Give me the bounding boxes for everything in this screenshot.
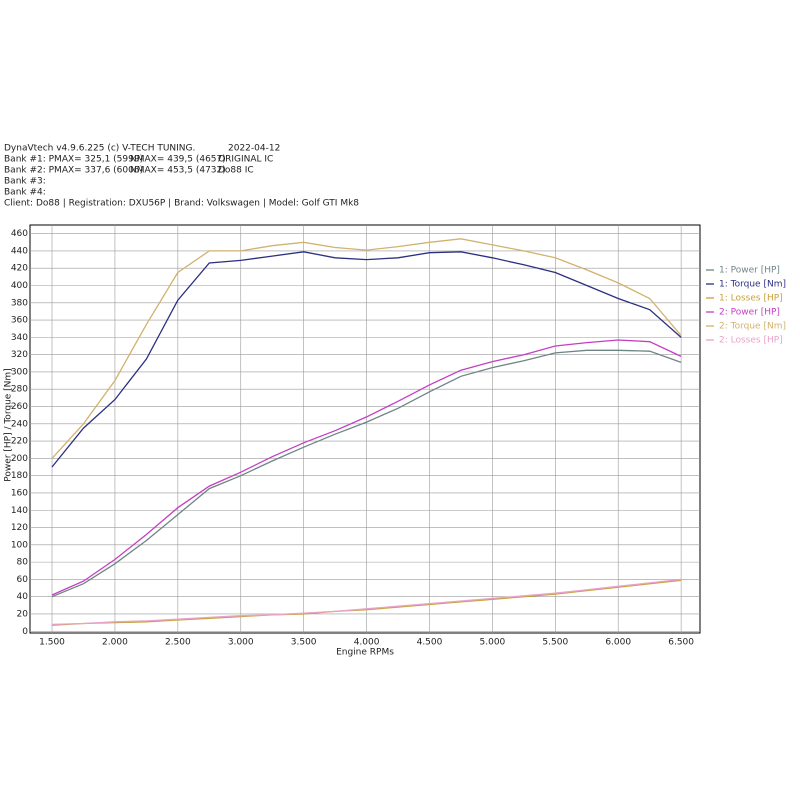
y-tick-label: 20: [17, 609, 29, 619]
y-tick-label: 220: [11, 437, 28, 447]
program-line: DynaVtech v4.9.6.225 (c) V-TECH TUNING.: [4, 144, 195, 154]
x-axis-label: Engine RPMs: [336, 648, 394, 658]
x-tick-label: 4.500: [417, 638, 443, 648]
bank-info: Bank #4:: [4, 188, 46, 198]
series-line: [51, 251, 682, 468]
legend-entry: 1: Torque [Nm]: [719, 280, 786, 290]
y-tick-label: 140: [11, 506, 28, 516]
y-tick-label: 40: [17, 592, 29, 602]
y-tick-label: 100: [11, 540, 28, 550]
y-tick-label: 80: [17, 558, 29, 568]
legend-entry: 2: Power [HP]: [719, 308, 780, 318]
x-tick-label: 4.000: [354, 638, 380, 648]
client-line: Client: Do88 | Registration: DXU56P | Br…: [4, 199, 359, 209]
series-line: [51, 238, 682, 459]
y-tick-label: 60: [17, 575, 29, 585]
bank-info: ORIGINAL IC: [218, 155, 273, 165]
y-tick-label: 320: [11, 350, 28, 360]
y-tick-label: 440: [11, 246, 28, 256]
x-tick-label: 2.000: [102, 638, 128, 648]
bank-info: Bank #3:: [4, 177, 46, 187]
bank-info: Bank #1: PMAX= 325,1 (5999): [4, 155, 143, 165]
y-tick-label: 380: [11, 298, 28, 308]
y-tick-label: 280: [11, 385, 28, 395]
x-tick-label: 1.500: [39, 638, 65, 648]
series-line: [51, 349, 682, 598]
y-axis-label: Power [HP] / Torque [Nm]: [4, 368, 14, 481]
y-tick-label: 180: [11, 471, 28, 481]
x-tick-label: 3.500: [291, 638, 317, 648]
y-tick-label: 360: [11, 316, 28, 326]
legend-entry: 1: Power [HP]: [719, 266, 780, 276]
x-tick-label: 2.500: [165, 638, 191, 648]
x-tick-label: 5.500: [542, 638, 568, 648]
bank-info: NMAX= 453,5 (4732): [130, 166, 226, 176]
bank-info: Do88 IC: [218, 166, 254, 176]
y-tick-label: 260: [11, 402, 28, 412]
y-tick-label: 0: [22, 627, 28, 637]
y-tick-label: 120: [11, 523, 28, 533]
legend-entry: 1: Losses [HP]: [719, 294, 783, 304]
x-tick-label: 3.000: [228, 638, 254, 648]
legend-entry: 2: Torque [Nm]: [719, 322, 786, 332]
y-tick-label: 200: [11, 454, 28, 464]
y-tick-label: 240: [11, 419, 28, 429]
y-tick-label: 340: [11, 333, 28, 343]
y-tick-label: 160: [11, 488, 28, 498]
plot-area: [29, 224, 701, 634]
bank-info: Bank #2: PMAX= 337,6 (6006): [4, 166, 143, 176]
x-tick-label: 6.500: [668, 638, 694, 648]
y-tick-label: 300: [11, 367, 28, 377]
series-line: [51, 578, 682, 626]
x-tick-label: 5.000: [480, 638, 506, 648]
bank-info: NMAX= 439,5 (4657): [130, 155, 226, 165]
x-tick-label: 6.000: [605, 638, 631, 648]
y-tick-label: 420: [11, 264, 28, 274]
legend-entry: 2: Losses [HP]: [719, 336, 783, 346]
y-tick-label: 460: [11, 229, 28, 239]
series-line: [51, 339, 682, 596]
y-tick-label: 400: [11, 281, 28, 291]
series-line: [51, 579, 682, 626]
date: 2022-04-12: [228, 144, 280, 154]
